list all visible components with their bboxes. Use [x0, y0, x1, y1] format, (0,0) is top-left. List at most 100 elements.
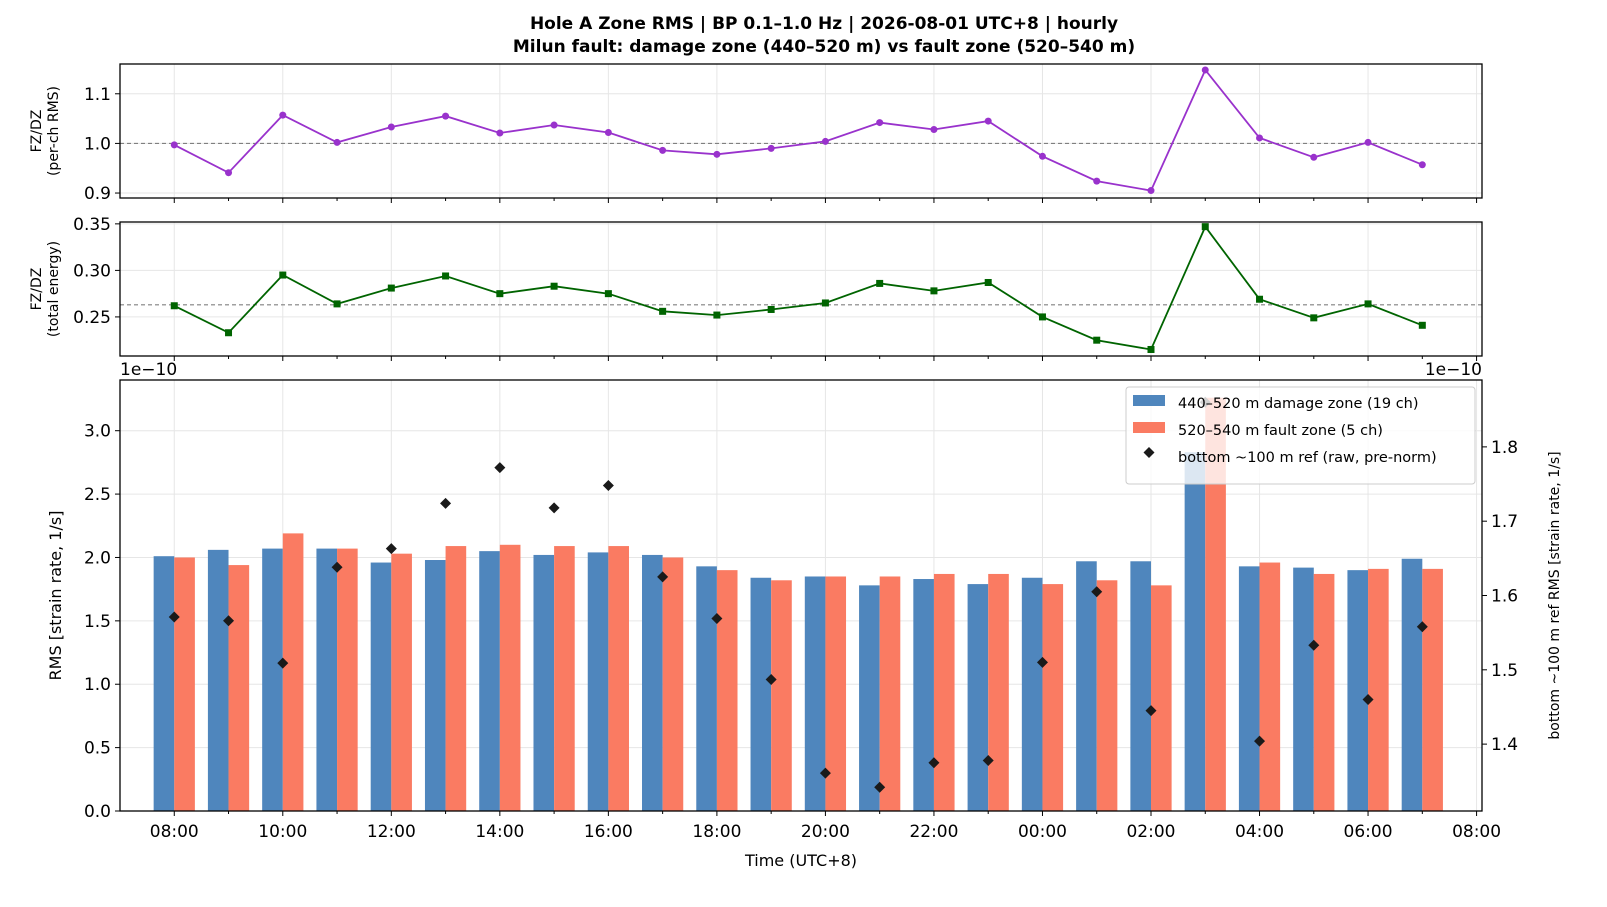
- fault-zone-bar: [554, 546, 575, 811]
- reference-marker: [440, 497, 452, 509]
- ratio-series-line: [173, 224, 1423, 351]
- fault-zone-bar: [1096, 580, 1118, 811]
- data-point: [496, 129, 504, 137]
- damage-zone-bar: [1021, 577, 1043, 811]
- reference-marker: [819, 767, 831, 779]
- x-tick-label: 14:00: [475, 822, 524, 842]
- legend-label-reference: bottom ~100 m ref (raw, pre-norm): [1178, 450, 1437, 466]
- y-axis-label: FZ/DZ: [29, 268, 45, 311]
- damage-zone-bar: [1347, 570, 1369, 811]
- damage-zone-bar: [316, 548, 338, 811]
- data-point: [1256, 134, 1264, 142]
- data-point: [333, 300, 341, 308]
- data-point: [279, 271, 287, 279]
- fault-zone-bar: [1422, 568, 1443, 811]
- data-point: [1147, 187, 1155, 195]
- damage-zone-bar: [1076, 561, 1097, 811]
- reference-marker: [1362, 694, 1374, 706]
- y-tick-label: 3.0: [84, 422, 111, 442]
- reference-marker: [1091, 586, 1103, 598]
- y-axis-label: FZ/DZ: [29, 110, 45, 153]
- data-point: [659, 307, 667, 315]
- x-tick-label: 10:00: [258, 822, 307, 842]
- y-tick-label: 0.5: [84, 739, 111, 759]
- data-point: [1418, 161, 1426, 169]
- x-tick-label: 22:00: [909, 822, 958, 842]
- reference-marker: [1145, 705, 1157, 717]
- data-point: [1201, 66, 1209, 74]
- fault-zone-bar: [1368, 568, 1389, 811]
- x-tick-label: 08:00: [150, 822, 199, 842]
- y-axis-label-sub: (total energy): [46, 241, 62, 337]
- reference-marker: [1416, 621, 1428, 633]
- figure-title-line-1: Hole A Zone RMS | BP 0.1–1.0 Hz | 2026-0…: [530, 14, 1118, 34]
- fault-zone-bar: [1205, 397, 1226, 811]
- reference-marker: [548, 502, 560, 514]
- legend-swatch-damage-zone: [1133, 395, 1165, 406]
- y-tick-label: 0.25: [73, 308, 111, 328]
- x-tick-label: 02:00: [1126, 822, 1175, 842]
- data-point: [1310, 153, 1318, 161]
- fault-zone-bar: [228, 565, 250, 811]
- data-point: [821, 137, 829, 145]
- data-point: [333, 138, 341, 146]
- data-point: [225, 169, 233, 177]
- reference-marker: [602, 480, 614, 492]
- y-tick-label: 2.5: [84, 485, 111, 505]
- fault-zone-bar: [282, 533, 304, 811]
- y-tick-label: 1.5: [84, 612, 111, 632]
- reference-marker: [1036, 656, 1048, 668]
- fault-zone-bar: [1150, 585, 1172, 811]
- fault-zone-bar: [445, 546, 467, 811]
- damage-zone-bar: [1293, 567, 1314, 811]
- reference-marker: [657, 571, 669, 583]
- damage-zone-bar: [1184, 452, 1206, 811]
- right-y-tick-label: 1.7: [1491, 512, 1518, 532]
- data-point: [984, 117, 992, 125]
- legend-marker-reference: [1143, 447, 1155, 458]
- x-axis-label: Time (UTC+8): [744, 851, 857, 870]
- fault-zone-bar: [1313, 573, 1335, 811]
- fault-zone-bar: [662, 557, 684, 811]
- reference-marker: [385, 543, 397, 555]
- fault-zone-bar: [988, 573, 1009, 811]
- damage-zone-bar: [967, 584, 989, 811]
- damage-zone-bar: [1238, 566, 1260, 811]
- fault-zone-bar: [1259, 562, 1281, 811]
- data-point: [876, 119, 884, 127]
- fault-zone-bar: [933, 573, 955, 811]
- damage-zone-bar: [479, 551, 500, 811]
- damage-zone-bar: [262, 548, 283, 811]
- damage-zone-bar: [153, 556, 175, 811]
- fault-zone-bar: [391, 553, 412, 811]
- right-y-tick-label: 1.5: [1491, 661, 1518, 681]
- axes-frame: [119, 221, 1483, 357]
- reference-marker: [765, 673, 777, 685]
- x-tick-label: 04:00: [1235, 822, 1284, 842]
- legend-label-fault-zone: 520–540 m fault zone (5 ch): [1178, 423, 1383, 439]
- data-point: [1093, 336, 1101, 344]
- right-y-axis-label: bottom ~100 m ref RMS [strain rate, 1/s]: [1547, 451, 1563, 739]
- data-point: [1418, 321, 1426, 329]
- reference-marker: [223, 615, 235, 627]
- data-point: [225, 329, 233, 337]
- damage-zone-bar: [696, 566, 717, 811]
- reference-marker: [277, 657, 289, 669]
- reference-marker: [711, 613, 723, 625]
- data-point: [767, 305, 775, 313]
- data-point: [1364, 138, 1372, 146]
- y-axis-label: RMS [strain rate, 1/s]: [46, 511, 65, 681]
- data-point: [1038, 152, 1046, 160]
- x-tick-label: 06:00: [1344, 822, 1393, 842]
- data-point: [387, 123, 395, 131]
- data-point: [496, 290, 504, 298]
- fault-zone-bar: [825, 576, 847, 811]
- right-y-offset-text: 1e−10: [1425, 360, 1482, 380]
- reference-marker: [331, 561, 343, 573]
- data-point: [1310, 314, 1318, 322]
- x-tick-label: 12:00: [367, 822, 416, 842]
- axes-frame: [119, 379, 1483, 812]
- x-tick-label: 00:00: [1018, 822, 1067, 842]
- fault-zone-bar: [771, 580, 792, 811]
- damage-zone-bar: [1130, 561, 1151, 811]
